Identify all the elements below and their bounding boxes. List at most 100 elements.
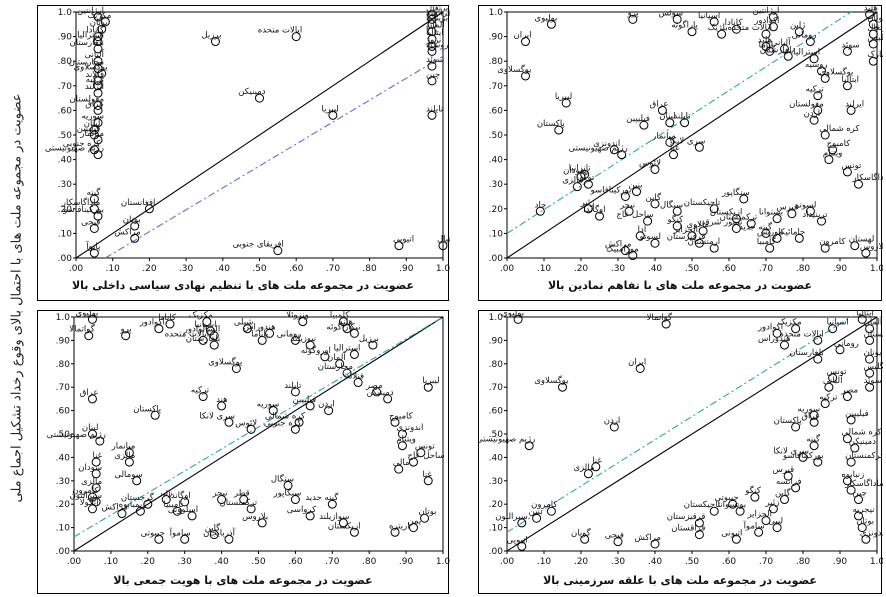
x-tick-label: 1.0: [870, 264, 883, 274]
data-point: [628, 251, 638, 261]
data-point: [772, 328, 782, 338]
data-point: [87, 314, 97, 324]
point-label: تایلند: [426, 104, 444, 114]
point-label: سری لانکا: [199, 411, 235, 421]
data-point: [154, 534, 164, 544]
point-label: مکزیک: [778, 318, 802, 328]
point-label: استرالیا: [334, 343, 361, 353]
data-point: [617, 150, 627, 160]
point-label: بنین: [529, 507, 543, 517]
data-point: [87, 429, 97, 439]
data-point: [535, 206, 545, 216]
point-label: پرو: [119, 325, 132, 335]
x-tick-label: .00: [69, 264, 84, 274]
data-point: [117, 509, 127, 519]
x-axis-label: عضویت در مجموعه ملت های با تنظیم نهادی س…: [71, 279, 415, 292]
point-label: سری لانکا: [670, 136, 706, 146]
point-label: اسپانیا: [698, 11, 720, 21]
data-point: [650, 238, 660, 248]
data-point: [868, 56, 878, 66]
x-tick-label: .40: [648, 264, 663, 274]
point-label: ایرلند: [845, 99, 864, 109]
data-point: [861, 534, 871, 544]
point-label: اردن: [804, 109, 821, 119]
scatter-panel-top-right: .00.00 .10 .10 .20 .20 .30 .30 .40 .40 .50 .50 .60.…: [478, 5, 883, 301]
data-point: [842, 434, 852, 444]
x-tick-label: .60: [289, 264, 304, 274]
data-point: [613, 537, 623, 547]
point-label: السالوادور: [183, 325, 220, 335]
data-point: [283, 480, 293, 490]
data-point: [89, 248, 99, 258]
scatter-plot-svg: .00.00 .10 .10 .20 .20 .30 .30 .40 .40 .50 .50 .60.…: [47, 311, 450, 567]
data-point: [124, 448, 134, 458]
point-label: اوروگوئه: [301, 345, 331, 356]
point-label: هلند: [758, 35, 772, 45]
y-tick-label: .50: [56, 430, 71, 440]
point-label: زئیر: [158, 489, 173, 499]
x-tick-label: .70: [326, 264, 341, 274]
point-label: سری لانکا: [773, 446, 809, 456]
data-point: [850, 241, 860, 251]
point-label: غنا: [422, 470, 432, 480]
data-point: [828, 145, 838, 155]
data-point: [772, 233, 782, 243]
point-label: زئیر: [765, 498, 780, 508]
point-label: لسوتو: [794, 200, 816, 210]
data-point: [154, 324, 164, 334]
point-label: کانادا: [86, 26, 105, 36]
point-label: کنگو: [666, 214, 684, 225]
point-label: لبنان: [659, 112, 676, 122]
point-label: اسلوونی: [168, 505, 198, 515]
point-label: پاکستان: [537, 119, 566, 129]
data-point: [780, 340, 789, 350]
point-label: اکوادور: [139, 318, 165, 328]
y-tick-label: .00: [489, 547, 504, 557]
data-point: [632, 187, 641, 197]
data-point: [397, 429, 407, 439]
point-label: بورکینافاسو: [590, 186, 632, 196]
x-tick-label: .80: [362, 557, 377, 567]
scatter-plot-svg: .00.00 .10 .10 .20 .20 .30 .30 .40 .40 .50 .50 .60.…: [489, 6, 883, 274]
data-point: [427, 9, 437, 19]
point-label: جیبوتی: [714, 493, 738, 503]
data-point: [239, 495, 249, 505]
data-point: [731, 223, 741, 233]
data-point: [427, 110, 437, 120]
data-point: [561, 98, 571, 108]
point-label: سوریه: [798, 404, 821, 414]
x-tick-label: .40: [648, 557, 663, 567]
data-point: [420, 513, 430, 523]
data-point: [868, 19, 878, 29]
data-point: [820, 73, 830, 83]
scatter-plot-svg: .00.00 .10 .10 .20 .20 .30 .30 .40 .40 .50 .50 .60.…: [45, 6, 450, 274]
x-tick-label: .40: [216, 264, 231, 274]
data-point: [93, 118, 103, 128]
data-point: [349, 527, 359, 537]
data-point: [750, 492, 760, 502]
y-tick-label: .20: [58, 205, 73, 215]
point-label: دمینیکن: [238, 87, 265, 97]
data-point: [809, 410, 819, 420]
point-label: لهستان: [864, 329, 883, 339]
data-point: [554, 125, 564, 135]
data-point: [828, 373, 838, 383]
point-label: الجزایر: [746, 510, 772, 520]
data-point: [100, 17, 110, 27]
point-label: لبنان: [84, 119, 101, 129]
data-point: [765, 46, 775, 56]
point-label: فیلیپین: [293, 395, 317, 405]
point-label: گابن: [646, 192, 662, 203]
point-label: فیلیپین: [626, 114, 650, 124]
data-point: [694, 530, 704, 540]
point-label: چین: [426, 70, 440, 80]
data-point: [394, 464, 404, 474]
data-point: [698, 226, 708, 236]
point-label: مصر: [840, 386, 858, 396]
data-point: [390, 417, 400, 427]
point-label: زنبابوه: [841, 470, 864, 480]
fit-line: [105, 55, 444, 259]
point-label: بولیوی: [75, 311, 98, 318]
data-point: [709, 243, 719, 253]
point-label: هلند: [864, 6, 878, 13]
